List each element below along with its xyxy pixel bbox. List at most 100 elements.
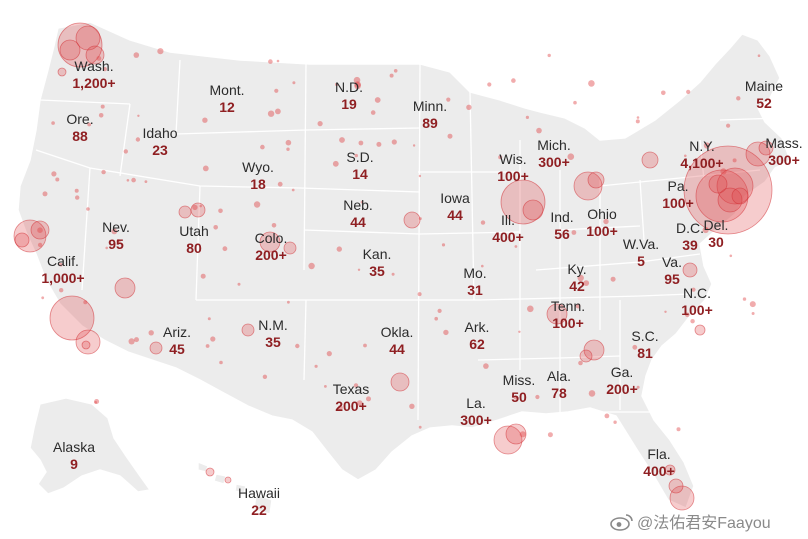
case-dot bbox=[636, 385, 640, 389]
case-dot bbox=[213, 225, 218, 230]
case-bubble bbox=[190, 202, 206, 218]
case-dot bbox=[357, 268, 361, 271]
case-bubble bbox=[49, 295, 95, 341]
case-bubble bbox=[573, 171, 603, 201]
case-bubble bbox=[522, 199, 544, 221]
case-bubble bbox=[224, 476, 232, 484]
case-dot bbox=[742, 297, 747, 301]
state-label-ok: Okla. 44 bbox=[380, 324, 414, 357]
case-dot bbox=[286, 147, 290, 151]
case-dot bbox=[726, 123, 731, 128]
case-bubble bbox=[731, 187, 749, 205]
case-dot bbox=[148, 330, 154, 336]
case-dot bbox=[339, 137, 345, 143]
case-bubble bbox=[75, 25, 101, 51]
state-label-ut: Utah 80 bbox=[179, 223, 209, 256]
case-dot bbox=[514, 245, 518, 248]
state-label-co: Colo. 200+ bbox=[254, 230, 288, 263]
weibo-icon bbox=[610, 514, 633, 531]
case-dot bbox=[393, 69, 398, 73]
state-label-me: Maine 52 bbox=[744, 78, 784, 111]
case-dot bbox=[610, 276, 616, 282]
case-dot bbox=[135, 137, 141, 142]
case-bubble bbox=[75, 329, 101, 355]
case-dot bbox=[260, 144, 265, 150]
case-dot bbox=[336, 246, 342, 252]
state-label-nm: N.M. 35 bbox=[258, 317, 288, 350]
case-dot bbox=[210, 336, 216, 342]
case-bubble bbox=[717, 187, 743, 213]
case-dot bbox=[200, 273, 206, 279]
state-label-wy: Wyo. 18 bbox=[242, 159, 274, 192]
case-dot bbox=[353, 383, 359, 388]
state-label-ks: Kan. 35 bbox=[362, 246, 392, 279]
case-dot bbox=[332, 160, 339, 167]
case-dot bbox=[100, 104, 105, 109]
case-dot bbox=[275, 108, 281, 115]
case-dot bbox=[337, 405, 343, 411]
case-dot bbox=[314, 364, 318, 368]
state-label-oh: Ohio 100+ bbox=[586, 206, 618, 239]
case-bubble bbox=[178, 205, 192, 219]
case-dot bbox=[277, 181, 283, 187]
case-dot bbox=[661, 90, 666, 96]
case-dot bbox=[376, 141, 382, 147]
case-bubble bbox=[283, 241, 297, 255]
case-dot bbox=[354, 153, 358, 158]
case-dot bbox=[126, 179, 130, 182]
case-dot bbox=[363, 343, 367, 348]
case-dot bbox=[703, 142, 711, 149]
case-dot bbox=[354, 82, 361, 90]
case-dot bbox=[128, 338, 135, 345]
state-label-fl: Fla. 400+ bbox=[643, 446, 675, 479]
case-bubble bbox=[85, 45, 105, 65]
case-dot bbox=[466, 104, 472, 111]
case-dot bbox=[74, 188, 79, 193]
state-label-wi: Wis. 100+ bbox=[497, 151, 529, 184]
case-bubble bbox=[259, 231, 281, 253]
case-dot bbox=[102, 67, 107, 72]
case-bubble bbox=[13, 219, 47, 253]
case-bubble bbox=[716, 167, 754, 205]
case-bubble bbox=[81, 340, 91, 350]
state-label-mo: Mo. 31 bbox=[463, 265, 487, 298]
case-dot bbox=[583, 280, 590, 286]
case-dot bbox=[389, 73, 394, 78]
case-bubble bbox=[682, 262, 698, 278]
case-dot bbox=[513, 396, 518, 400]
state-label-ms: Miss. 50 bbox=[502, 372, 536, 405]
contiguous-us-land bbox=[17, 21, 791, 509]
watermark: @法佑君安Faayou bbox=[610, 509, 771, 533]
case-dot bbox=[676, 427, 681, 432]
case-bubble bbox=[669, 485, 695, 511]
case-bubble bbox=[57, 22, 103, 68]
state-label-sd: S.D. 14 bbox=[346, 149, 374, 182]
case-dot bbox=[437, 308, 442, 313]
case-dot bbox=[358, 140, 364, 146]
case-dot bbox=[86, 207, 90, 211]
case-dot bbox=[757, 54, 761, 57]
case-dot bbox=[525, 115, 530, 119]
case-dot bbox=[222, 246, 228, 252]
case-dot bbox=[613, 420, 617, 424]
case-dot bbox=[274, 88, 279, 93]
case-dot bbox=[202, 117, 208, 123]
case-bubble bbox=[205, 467, 215, 477]
case-dot bbox=[588, 80, 595, 87]
case-dot bbox=[218, 208, 223, 214]
case-bubble bbox=[59, 39, 81, 61]
case-dot bbox=[635, 119, 640, 124]
case-dot bbox=[736, 96, 741, 101]
case-dot bbox=[487, 82, 492, 87]
case-dot bbox=[253, 201, 261, 208]
case-dot bbox=[116, 239, 121, 244]
case-dot bbox=[536, 127, 542, 134]
case-dot bbox=[267, 110, 275, 117]
state-label-ma: Mass. 300+ bbox=[765, 135, 803, 168]
case-dot bbox=[96, 56, 102, 61]
case-bubble bbox=[664, 464, 676, 476]
case-dot bbox=[134, 337, 139, 343]
case-dot bbox=[391, 272, 395, 276]
state-label-mn: Minn. 89 bbox=[412, 98, 448, 131]
